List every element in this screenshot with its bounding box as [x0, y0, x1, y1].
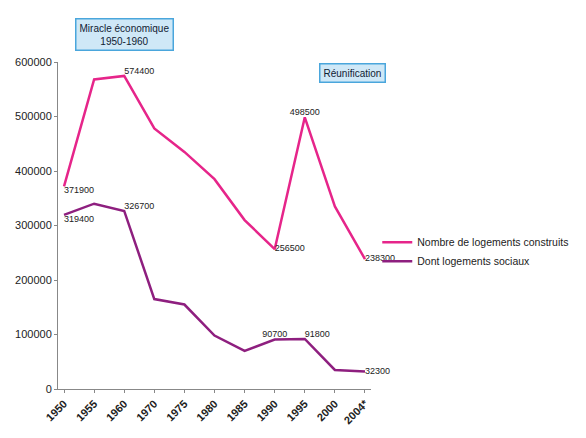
- svg-text:1985: 1985: [224, 398, 250, 424]
- svg-text:400000: 400000: [15, 165, 52, 177]
- svg-text:1970: 1970: [134, 398, 160, 424]
- svg-text:32300: 32300: [365, 366, 390, 376]
- svg-text:100000: 100000: [15, 328, 52, 340]
- svg-text:326700: 326700: [124, 201, 154, 211]
- svg-text:Réunification: Réunification: [324, 68, 382, 79]
- svg-text:1980: 1980: [194, 398, 220, 424]
- svg-text:Nombre de logements construits: Nombre de logements construits: [417, 236, 568, 248]
- svg-text:1950: 1950: [44, 398, 70, 424]
- svg-text:1960: 1960: [104, 398, 130, 424]
- svg-text:Miracle économique1950-1960: Miracle économique1950-1960: [80, 23, 170, 47]
- svg-text:1990: 1990: [254, 398, 280, 424]
- svg-text:300000: 300000: [15, 219, 52, 231]
- svg-text:0: 0: [46, 383, 52, 395]
- svg-text:2000: 2000: [314, 398, 340, 424]
- svg-text:574400: 574400: [124, 66, 154, 76]
- svg-text:371900: 371900: [64, 185, 94, 195]
- svg-text:1955: 1955: [74, 398, 100, 424]
- svg-text:256500: 256500: [275, 243, 305, 253]
- svg-text:90700: 90700: [262, 329, 287, 339]
- svg-text:498500: 498500: [290, 107, 320, 117]
- svg-text:500000: 500000: [15, 110, 52, 122]
- svg-text:238300: 238300: [365, 253, 395, 264]
- svg-text:1995: 1995: [284, 398, 310, 424]
- svg-text:1975: 1975: [164, 398, 190, 424]
- svg-text:319400: 319400: [64, 214, 94, 224]
- svg-text:91800: 91800: [305, 329, 330, 339]
- svg-text:Dont logements sociaux: Dont logements sociaux: [417, 255, 530, 267]
- svg-text:200000: 200000: [15, 274, 52, 286]
- svg-text:600000: 600000: [15, 56, 52, 68]
- svg-text:2004*: 2004*: [341, 397, 370, 426]
